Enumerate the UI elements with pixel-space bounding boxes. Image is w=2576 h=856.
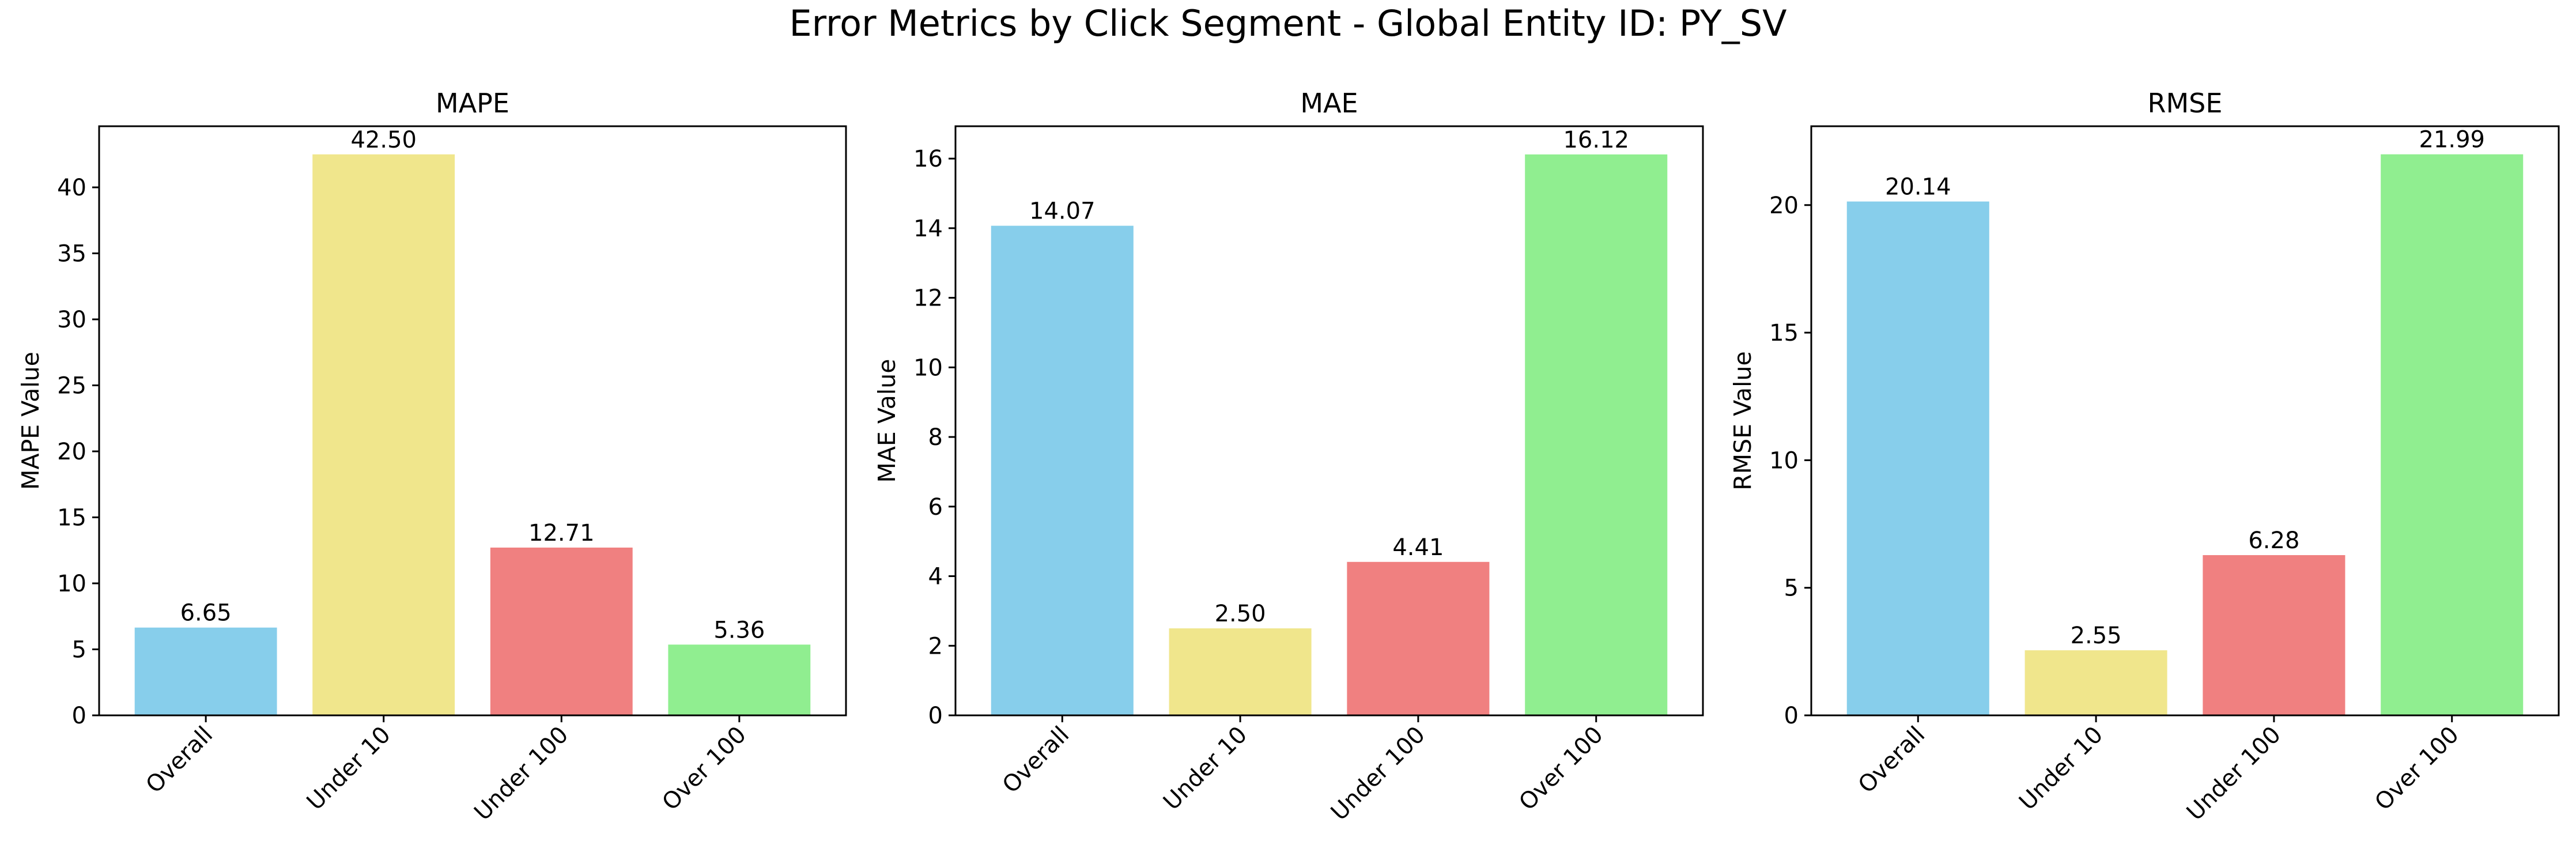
y-tick-label: 5	[1784, 575, 1799, 602]
y-tick-label: 8	[928, 424, 943, 451]
bar	[991, 225, 1134, 716]
x-tick-label: Over 100	[2370, 722, 2464, 816]
bar	[1169, 628, 1312, 715]
bar-value-label: 14.07	[1029, 198, 1096, 225]
subplot-mae: 14.07 2.50 4.41 16.12 0 2 4 6 8 10 12 14 16 Overall Un…	[873, 88, 1704, 826]
y-tick-label: 0	[1784, 703, 1799, 729]
bar	[2203, 555, 2345, 715]
x-tick-label: Under 10	[1158, 722, 1252, 816]
y-tick-label: 0	[928, 703, 943, 729]
y-tick-label: 10	[1769, 447, 1799, 474]
subplot-title: MAPE	[436, 88, 509, 119]
y-axis-label: MAPE Value	[17, 352, 44, 490]
y-tick-label: 15	[1769, 320, 1799, 346]
subplots: 6.6542.5012.715.360510152025303540Overal…	[17, 88, 2560, 826]
bar	[490, 547, 633, 715]
bar-value-label: 16.12	[1563, 127, 1629, 153]
y-tick-label: 20	[57, 439, 86, 465]
bar-value-label: 42.50	[350, 127, 417, 153]
bar-value-label: 2.55	[2071, 623, 2122, 649]
subplot-title: MAE	[1300, 88, 1358, 119]
x-tick-label: Under 10	[2014, 722, 2108, 816]
bar	[2024, 650, 2167, 715]
figure-title: Error Metrics by Click Segment - Global …	[789, 2, 1786, 44]
y-tick-label: 35	[57, 241, 86, 267]
bar-value-label: 20.14	[1885, 174, 1951, 201]
y-tick-label: 10	[57, 571, 86, 597]
x-tick-label: Overall	[1853, 722, 1931, 799]
bar-value-label: 6.65	[180, 600, 232, 627]
x-tick-label: Under 100	[1326, 722, 1430, 826]
y-tick-label: 30	[57, 307, 86, 333]
y-tick-label: 6	[928, 494, 943, 521]
bar	[2381, 154, 2524, 715]
bar-value-label: 12.71	[528, 520, 595, 546]
bar-value-label: 21.99	[2419, 127, 2485, 153]
y-tick-label: 40	[57, 175, 86, 201]
y-tick-label: 25	[57, 373, 86, 399]
bar	[1846, 201, 1989, 716]
x-tick-label: Under 100	[469, 722, 573, 826]
bar	[1525, 154, 1668, 716]
axes-frame	[954, 125, 1704, 717]
y-tick-label: 20	[1769, 193, 1799, 219]
y-tick-label: 14	[913, 216, 943, 242]
bar	[312, 154, 455, 715]
y-tick-label: 2	[928, 633, 943, 659]
axes-frame	[98, 125, 847, 717]
bar-value-label: 6.28	[2248, 527, 2299, 554]
y-axis-label: RMSE Value	[1729, 351, 1757, 490]
bar-value-label: 2.50	[1215, 601, 1266, 627]
bar-value-label: 4.41	[1392, 534, 1444, 561]
y-axis-label: MAE Value	[873, 359, 901, 483]
bar	[134, 627, 277, 715]
x-tick-label: Under 10	[302, 722, 396, 816]
x-tick-label: Overall	[998, 722, 1075, 799]
subplot-title: RMSE	[2148, 88, 2223, 119]
y-tick-label: 4	[928, 564, 943, 590]
x-tick-label: Over 100	[1514, 722, 1608, 816]
y-tick-label: 16	[913, 146, 943, 172]
x-tick-label: Over 100	[657, 722, 751, 816]
y-tick-label: 15	[57, 505, 86, 531]
axes-frame	[1810, 125, 2560, 717]
bar	[1347, 561, 1490, 715]
y-tick-label: 10	[913, 355, 943, 381]
y-tick-label: 12	[913, 285, 943, 312]
x-tick-label: Overall	[141, 722, 218, 799]
y-tick-label: 0	[72, 703, 86, 729]
subplot-rmse: 20.14 2.55 6.28 21.99 0 5 10 15 20 Overall Under 1…	[1729, 88, 2560, 826]
x-tick-label: Under 100	[2182, 722, 2286, 826]
bar-value-label: 5.36	[713, 617, 765, 643]
y-tick-label: 5	[72, 637, 86, 663]
bar	[668, 644, 811, 715]
subplot-mape: 6.65 42.50 12.71 5.36 0 5 10 15 20 25 30 35 40 Overal…	[17, 88, 847, 826]
